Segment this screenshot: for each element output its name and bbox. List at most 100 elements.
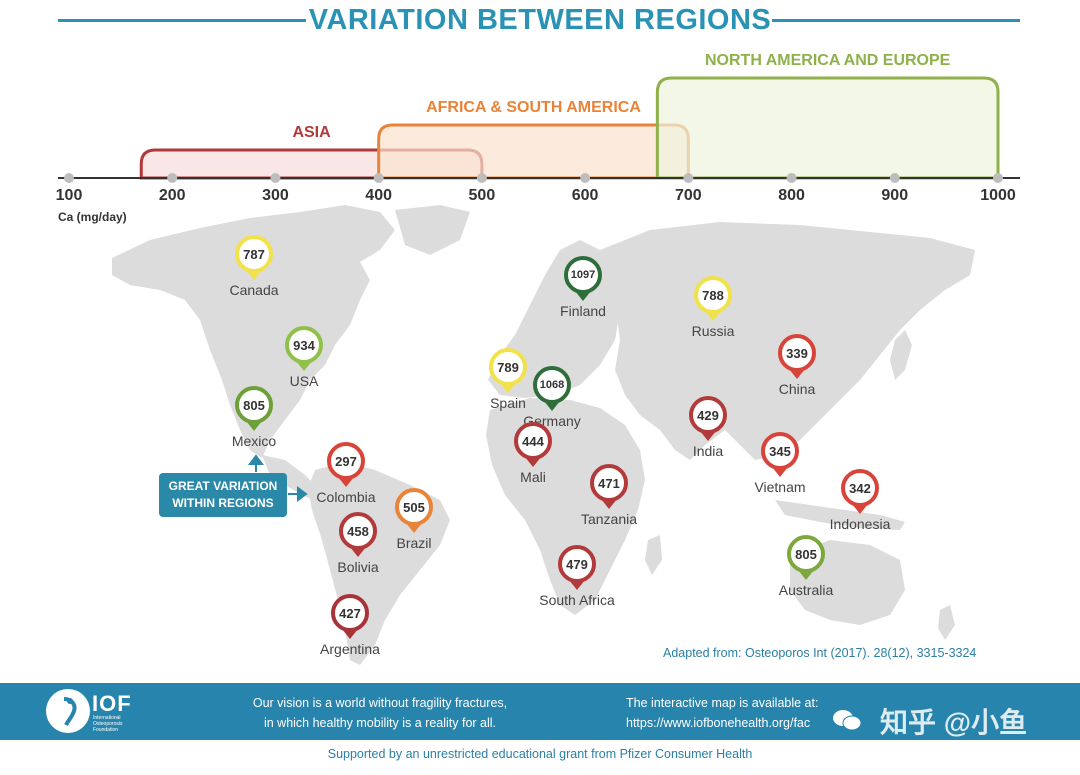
country-pin-indonesia: 342 Indonesia bbox=[830, 469, 890, 532]
interactive-map-link[interactable]: https://www.iofbonehealth.org/fac bbox=[626, 716, 811, 730]
pin-value: 1097 bbox=[570, 269, 596, 281]
interactive-map-line-1: The interactive map is available at: bbox=[626, 696, 819, 710]
scale-tick-dot bbox=[476, 173, 487, 183]
title-line-left bbox=[58, 19, 306, 22]
pin-value: 934 bbox=[293, 337, 315, 353]
scale-tick-label: 400 bbox=[365, 187, 392, 204]
country-pin-brazil: 505 Brazil bbox=[384, 488, 444, 551]
iof-logo-text: IOF bbox=[92, 691, 132, 716]
scale-tick-label: 600 bbox=[571, 187, 599, 204]
pin-value: 805 bbox=[243, 397, 265, 413]
pin-marker-icon: 471 bbox=[590, 464, 628, 509]
pin-country-name: India bbox=[692, 443, 724, 459]
pin-country-name: Mexico bbox=[231, 433, 277, 449]
scale-tick-label: 500 bbox=[468, 187, 496, 204]
central-america-landmass bbox=[262, 455, 320, 500]
scale-tick-dot bbox=[786, 173, 797, 183]
pin-country-name: Spain bbox=[490, 395, 526, 411]
source-citation: Adapted from: Osteoporos Int (2017). 28(… bbox=[663, 646, 977, 660]
pin-country-name: Canada bbox=[229, 282, 279, 298]
interactive-map-info: The interactive map is available at: htt… bbox=[626, 693, 818, 733]
scale-tick-dot bbox=[993, 173, 1003, 183]
country-pin-vietnam: 345 Vietnam bbox=[750, 432, 810, 495]
pin-country-name: South Africa bbox=[539, 592, 615, 608]
pin-value: 297 bbox=[335, 453, 357, 469]
scale-tick-label: 200 bbox=[158, 187, 186, 204]
country-pin-bolivia: 458 Bolivia bbox=[328, 512, 388, 575]
wechat-icon bbox=[833, 710, 862, 731]
pin-country-name: Argentina bbox=[320, 641, 380, 657]
country-pin-tanzania: 471 Tanzania bbox=[579, 464, 639, 527]
country-pin-spain: 789 Spain bbox=[478, 348, 538, 411]
pin-marker-icon: 444 bbox=[514, 422, 552, 467]
pin-country-name: Brazil bbox=[396, 535, 432, 551]
japan-landmass bbox=[890, 330, 912, 380]
scale-tick-dot bbox=[270, 173, 281, 183]
pin-marker-icon: 339 bbox=[778, 334, 816, 379]
country-pin-australia: 805 Australia bbox=[776, 535, 836, 598]
pin-marker-icon: 788 bbox=[694, 276, 732, 321]
greenland-landmass bbox=[395, 205, 470, 255]
pin-marker-icon: 787 bbox=[235, 235, 273, 280]
pin-marker-icon: 805 bbox=[235, 386, 273, 431]
new-zealand-landmass bbox=[938, 605, 955, 640]
country-pin-india: 429 India bbox=[678, 396, 738, 459]
country-pin-canada: 787 Canada bbox=[224, 235, 284, 298]
country-pin-china: 339 China bbox=[767, 334, 827, 397]
pin-value: 427 bbox=[339, 605, 361, 621]
pin-country-name: Mali bbox=[520, 469, 546, 485]
scale-tick-label: 100 bbox=[55, 187, 83, 204]
pin-country-name: Colombia bbox=[316, 489, 376, 505]
calcium-scale bbox=[58, 76, 1020, 183]
pin-value: 429 bbox=[697, 407, 719, 423]
great-variation-callout: GREAT VARIATION WITHIN REGIONS bbox=[159, 473, 287, 517]
country-pin-finland: 1097 Finland bbox=[553, 256, 613, 319]
title-line-right bbox=[772, 19, 1020, 22]
pin-country-name: Russia bbox=[691, 323, 735, 339]
pin-country-name: USA bbox=[289, 373, 319, 389]
iof-logo-subtitle: International Osteoporosis Foundation bbox=[93, 715, 123, 733]
pin-marker-icon: 805 bbox=[787, 535, 825, 580]
support-statement: Supported by an unrestricted educational… bbox=[327, 747, 753, 761]
pin-value: 789 bbox=[497, 359, 519, 375]
pin-value: 471 bbox=[598, 475, 620, 491]
country-pin-mali: 444 Mali bbox=[503, 422, 563, 485]
callout-line-1: GREAT VARIATION bbox=[168, 479, 278, 493]
scale-tick-label: 300 bbox=[262, 187, 289, 204]
scale-tick-label: 700 bbox=[674, 187, 702, 204]
zhihu-watermark: 知乎 @小鱼 bbox=[880, 707, 1028, 738]
scale-tick-dot bbox=[580, 173, 591, 183]
pin-value: 479 bbox=[566, 556, 588, 572]
pin-country-name: Indonesia bbox=[829, 516, 891, 532]
pin-marker-icon: 789 bbox=[489, 348, 527, 393]
pin-value: 1068 bbox=[539, 379, 565, 391]
country-pin-germany: 1068 Germany bbox=[522, 366, 582, 429]
pin-marker-icon: 458 bbox=[339, 512, 377, 557]
pin-country-name: Australia bbox=[778, 582, 834, 598]
pin-country-name: Finland bbox=[560, 303, 606, 319]
vision-line-1: Our vision is a world without fragility … bbox=[252, 696, 508, 710]
vision-line-2: in which healthy mobility is a reality f… bbox=[263, 716, 497, 730]
scale-tick-dot bbox=[889, 173, 900, 183]
pin-country-name: Tanzania bbox=[580, 511, 638, 527]
pin-marker-icon: 1068 bbox=[533, 366, 571, 411]
indonesia-landmass bbox=[775, 500, 905, 530]
pin-value: 345 bbox=[769, 443, 791, 459]
world-map bbox=[112, 205, 975, 665]
scale-tick-label: 800 bbox=[778, 187, 805, 204]
country-pin-colombia: 297 Colombia bbox=[316, 442, 376, 505]
pin-country-name: Vietnam bbox=[754, 479, 806, 495]
pin-value: 788 bbox=[702, 287, 724, 303]
region-bracket-3 bbox=[655, 76, 1000, 180]
pin-value: 805 bbox=[795, 546, 817, 562]
scale-unit-label: Ca (mg/day) bbox=[58, 210, 127, 224]
scale-tick-dot bbox=[373, 173, 384, 183]
pin-marker-icon: 429 bbox=[689, 396, 727, 441]
pin-marker-icon: 427 bbox=[331, 594, 369, 639]
pin-marker-icon: 297 bbox=[327, 442, 365, 487]
region-label-1: ASIA bbox=[292, 124, 331, 141]
scale-tick-label: 1000 bbox=[980, 187, 1016, 204]
country-pin-mexico: 805 Mexico bbox=[224, 386, 284, 449]
vision-statement: Our vision is a world without fragility … bbox=[230, 693, 530, 733]
pin-value: 458 bbox=[347, 523, 369, 539]
